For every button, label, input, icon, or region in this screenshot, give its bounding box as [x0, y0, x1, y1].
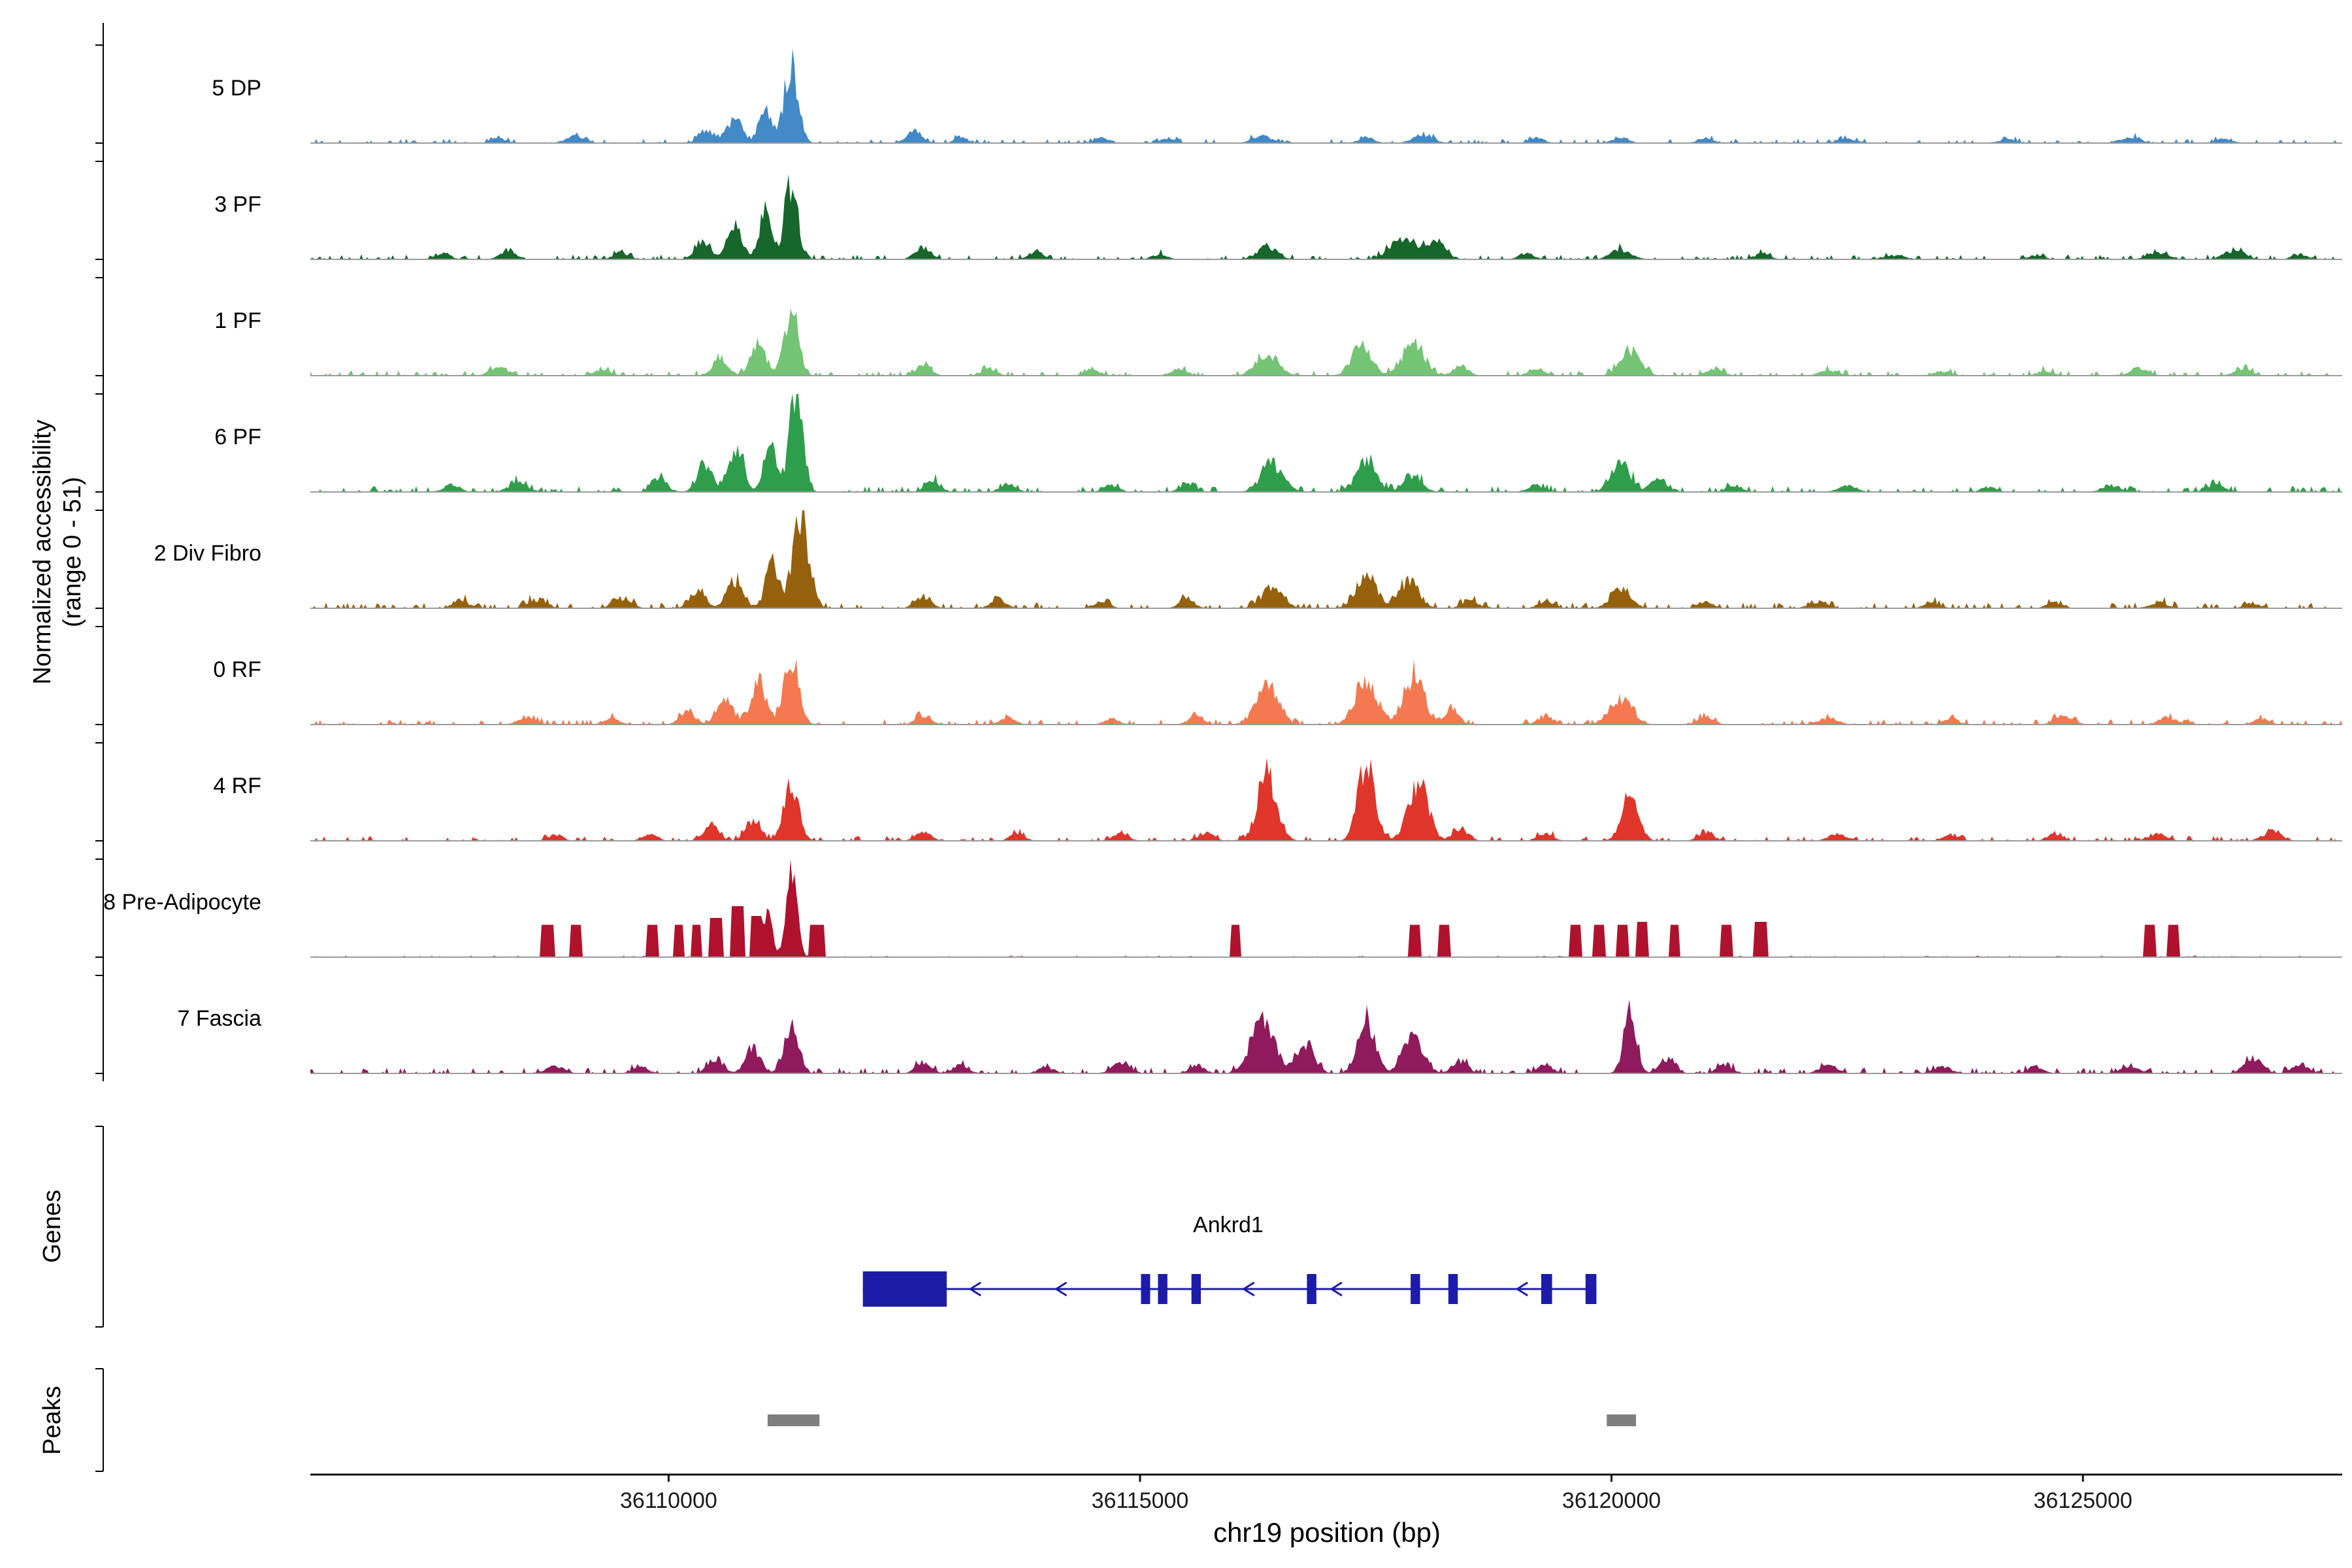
- y-axis-title: Normalized accessibility (range 0 - 51): [27, 419, 88, 684]
- x-tick-label: 36110000: [620, 1488, 717, 1513]
- track-5-dp: 5 DP: [212, 48, 2342, 144]
- accessibility-tracks: 5 DP 3 PF 1 PF 6 PF 2 Div Fibro 0 RF 4 RF 8 Pre…: [103, 48, 2342, 1074]
- exon: [1585, 1274, 1597, 1304]
- track-label: 8 Pre-Adipocyte: [103, 890, 261, 915]
- peaks-track: [767, 1414, 1637, 1426]
- y-axis-title-line2: (range 0 - 51): [59, 476, 86, 628]
- track-1-pf: 1 PF: [214, 308, 2342, 376]
- track-label: 0 RF: [213, 657, 261, 682]
- signal-area: [310, 308, 2342, 376]
- gene-track: Ankrd1: [862, 1213, 1597, 1307]
- minus-strand-arrow: [1515, 1281, 1529, 1297]
- track-0-rf: 0 RF: [213, 657, 2342, 725]
- x-axis: 36110000 36115000 36120000 36125000: [310, 1473, 2342, 1513]
- exon: [1191, 1274, 1201, 1304]
- exon: [1541, 1274, 1552, 1304]
- peaks-section-label: Peaks: [39, 1386, 66, 1455]
- genes-section-label: Genes: [39, 1190, 66, 1263]
- track-4-rf: 4 RF: [213, 757, 2342, 841]
- gene-name: Ankrd1: [1193, 1213, 1264, 1237]
- x-tick-label: 36125000: [2033, 1488, 2132, 1513]
- track-label: 7 Fascia: [178, 1006, 262, 1031]
- minus-strand-arrow: [1241, 1281, 1255, 1297]
- exon: [1158, 1274, 1168, 1304]
- signal-area: [310, 757, 2342, 841]
- exon: [1141, 1274, 1151, 1304]
- track-2-div-fibro: 2 Div Fibro: [154, 510, 2342, 609]
- signal-area: [310, 659, 2342, 725]
- peaks-bracket: [95, 1368, 104, 1472]
- peak-interval: [767, 1414, 820, 1426]
- signal-area: [310, 48, 2342, 143]
- minus-strand-arrow: [1330, 1281, 1343, 1297]
- exon: [862, 1271, 947, 1307]
- y-axis-title-line1: Normalized accessibility: [29, 419, 56, 685]
- minus-strand-arrow: [1054, 1281, 1068, 1297]
- x-tick-label: 36115000: [1092, 1488, 1189, 1513]
- track-label: 3 PF: [214, 192, 261, 217]
- x-axis-title: chr19 position (bp): [1213, 1517, 1441, 1548]
- signal-area: [310, 859, 2342, 957]
- peak-interval: [1607, 1414, 1637, 1426]
- exon: [1448, 1274, 1458, 1304]
- track-label: 4 RF: [213, 774, 261, 798]
- exon: [1307, 1274, 1316, 1304]
- signal-area: [310, 394, 2342, 492]
- genes-bracket: [95, 1126, 104, 1328]
- exon: [1411, 1274, 1420, 1304]
- track-8-pre-adipocyte: 8 Pre-Adipocyte: [103, 859, 2342, 958]
- track-6-pf: 6 PF: [214, 394, 2342, 493]
- track-label: 6 PF: [214, 425, 261, 449]
- y-axis-bracket: [95, 23, 104, 1081]
- track-label: 1 PF: [214, 308, 261, 333]
- track-3-pf: 3 PF: [214, 174, 2342, 260]
- signal-area: [310, 174, 2342, 259]
- track-7-fascia: 7 Fascia: [178, 999, 2342, 1074]
- signal-area: [310, 999, 2342, 1073]
- signal-area: [310, 510, 2342, 608]
- x-tick-label: 36120000: [1562, 1488, 1661, 1513]
- minus-strand-arrow: [968, 1281, 982, 1297]
- track-label: 2 Div Fibro: [154, 541, 261, 566]
- track-label: 5 DP: [212, 76, 261, 101]
